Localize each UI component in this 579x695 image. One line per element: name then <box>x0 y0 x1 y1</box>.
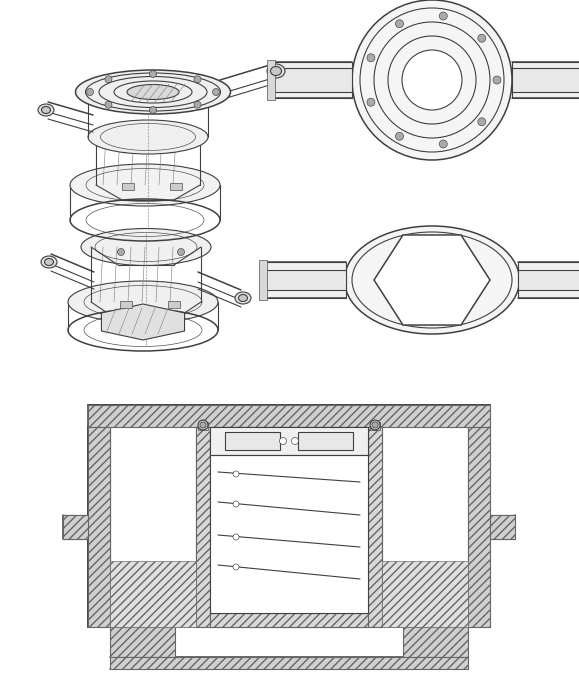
Bar <box>370 422 380 430</box>
Bar <box>210 427 368 613</box>
Polygon shape <box>374 235 490 325</box>
Ellipse shape <box>345 226 519 334</box>
Bar <box>490 515 515 539</box>
Bar <box>88 405 490 427</box>
Ellipse shape <box>75 70 230 114</box>
Bar <box>110 657 468 669</box>
Circle shape <box>194 76 201 83</box>
Bar <box>403 627 468 657</box>
Ellipse shape <box>41 256 57 268</box>
Circle shape <box>478 117 486 126</box>
Circle shape <box>200 422 206 428</box>
Bar <box>120 301 132 308</box>
Circle shape <box>105 101 112 108</box>
Circle shape <box>149 70 156 78</box>
Bar <box>368 427 382 627</box>
Circle shape <box>478 34 486 42</box>
Circle shape <box>280 437 287 445</box>
Bar <box>63 515 88 539</box>
Circle shape <box>212 88 219 95</box>
Bar <box>196 427 210 627</box>
Bar <box>512 68 579 92</box>
Bar <box>267 60 275 100</box>
Ellipse shape <box>70 164 220 206</box>
Circle shape <box>233 501 239 507</box>
Ellipse shape <box>127 85 179 99</box>
Circle shape <box>402 50 462 110</box>
Bar <box>170 183 182 190</box>
Ellipse shape <box>45 259 53 265</box>
Circle shape <box>233 534 239 540</box>
Bar <box>468 427 490 627</box>
Ellipse shape <box>68 281 218 323</box>
Circle shape <box>86 88 93 95</box>
Bar <box>512 62 579 98</box>
Circle shape <box>395 132 404 140</box>
Bar <box>88 427 110 627</box>
Circle shape <box>178 249 185 256</box>
Circle shape <box>352 0 512 160</box>
Ellipse shape <box>267 64 285 78</box>
Ellipse shape <box>38 104 54 116</box>
Circle shape <box>439 12 448 20</box>
Circle shape <box>198 420 208 430</box>
Ellipse shape <box>88 120 208 154</box>
Circle shape <box>291 437 299 445</box>
Ellipse shape <box>42 106 50 113</box>
Polygon shape <box>101 304 185 340</box>
Bar <box>225 432 280 450</box>
Circle shape <box>372 422 378 428</box>
Circle shape <box>105 76 112 83</box>
Ellipse shape <box>88 75 208 109</box>
Bar <box>110 561 196 627</box>
Circle shape <box>493 76 501 84</box>
Bar <box>298 432 353 450</box>
Ellipse shape <box>235 292 251 304</box>
Circle shape <box>367 54 375 62</box>
Bar <box>518 262 579 298</box>
Circle shape <box>367 98 375 106</box>
Bar <box>210 613 368 627</box>
Ellipse shape <box>239 295 247 302</box>
Bar <box>210 427 368 455</box>
Bar <box>382 561 468 627</box>
Circle shape <box>194 101 201 108</box>
Circle shape <box>118 249 124 256</box>
Bar <box>122 183 134 190</box>
Circle shape <box>439 140 448 148</box>
Bar <box>518 270 579 290</box>
Bar <box>272 62 352 98</box>
Circle shape <box>149 106 156 113</box>
Bar <box>168 301 180 308</box>
Circle shape <box>395 19 404 28</box>
Bar <box>198 422 208 430</box>
Ellipse shape <box>270 67 281 76</box>
Bar <box>272 68 352 92</box>
Circle shape <box>233 564 239 570</box>
Bar <box>110 627 175 657</box>
Ellipse shape <box>81 229 211 265</box>
Circle shape <box>233 471 239 477</box>
Bar <box>264 262 346 298</box>
Bar <box>264 270 346 290</box>
Bar <box>259 260 267 300</box>
Circle shape <box>370 420 380 430</box>
